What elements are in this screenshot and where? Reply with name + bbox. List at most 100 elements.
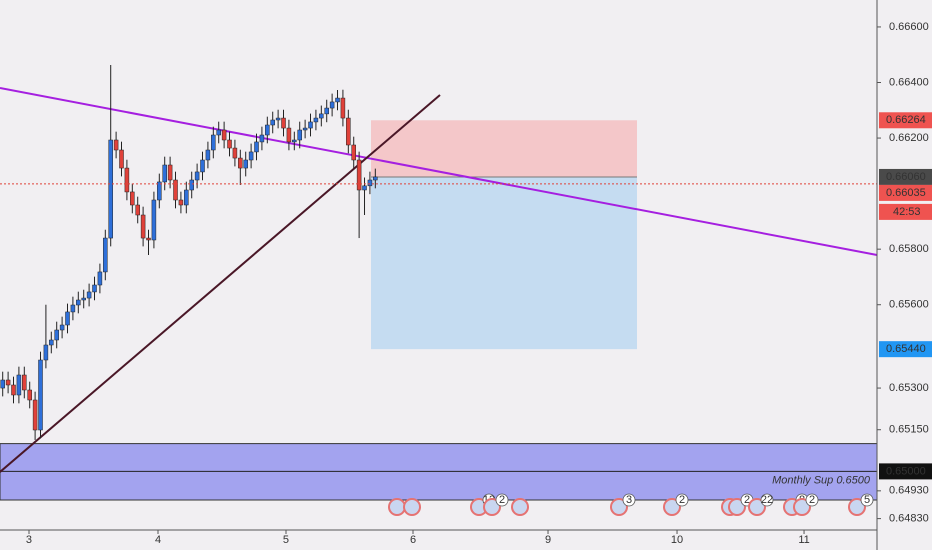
event-badge xyxy=(675,493,689,507)
event-count: 2 xyxy=(679,494,685,506)
event-icon xyxy=(610,498,628,516)
candle-body xyxy=(227,139,232,149)
candle-body xyxy=(362,185,367,191)
candle-body xyxy=(135,204,140,216)
candle-body xyxy=(5,379,11,386)
event-badge xyxy=(805,493,819,507)
y-tick-label: 0.65600 xyxy=(889,299,929,311)
stop-zone xyxy=(371,120,637,177)
trendline xyxy=(0,87,878,256)
candle-body xyxy=(65,311,70,326)
event-icon xyxy=(748,498,766,516)
candle-body xyxy=(243,159,248,169)
candle-body xyxy=(367,179,373,187)
y-tick-label: 0.64830 xyxy=(889,513,929,525)
candle-body xyxy=(92,284,97,293)
candle-body xyxy=(275,117,281,121)
x-tick-label: 5 xyxy=(283,534,289,546)
event-count: 2 xyxy=(744,494,750,506)
candle-body xyxy=(313,117,319,123)
zones: Monthly Sup 0.6500 xyxy=(0,120,878,501)
y-tick-label: 0.65150 xyxy=(889,424,929,436)
candle-body xyxy=(86,291,92,299)
x-tick-label: 3 xyxy=(26,534,32,546)
axes: 0.66600 0.66400 0.66200 0.65800 0.65600 0.653… xyxy=(26,21,932,546)
support-label: Monthly Sup 0.6500 xyxy=(772,474,871,486)
candle-body xyxy=(211,134,216,151)
x-tick-label: 9 xyxy=(545,534,551,546)
candle-body xyxy=(157,181,162,201)
x-tick-label: 11 xyxy=(798,534,809,546)
candle-body xyxy=(173,179,178,201)
price-marker-label: 0.66264 xyxy=(886,114,926,126)
candle-body xyxy=(0,379,5,389)
y-tick-label: 0.65800 xyxy=(889,243,929,255)
candle-body xyxy=(200,159,205,173)
event-count: 2 xyxy=(809,494,815,506)
candle-body xyxy=(373,176,378,181)
candle-body xyxy=(335,97,340,103)
candle-body xyxy=(16,374,22,396)
x-tick-label: 6 xyxy=(410,534,416,546)
candle-body xyxy=(270,119,275,126)
event-count: 22 xyxy=(761,494,773,506)
event-badge xyxy=(622,493,636,507)
candle-body xyxy=(178,199,184,206)
event-badge xyxy=(495,493,509,507)
candle-body xyxy=(356,159,362,191)
candle-body xyxy=(329,101,335,109)
event-icon xyxy=(388,498,406,516)
event-count: 3 xyxy=(626,494,632,506)
candle-body xyxy=(162,164,167,183)
y-tick-label: 0.66200 xyxy=(889,132,929,144)
candle-body xyxy=(265,124,270,136)
event-count: 2 xyxy=(499,494,505,506)
candle-body xyxy=(43,344,49,361)
target-zone xyxy=(371,176,637,350)
price-marker-label: 0.66035 xyxy=(886,187,926,199)
candle-body xyxy=(140,214,146,239)
candle-body xyxy=(232,147,238,159)
candle-body xyxy=(81,297,86,301)
event-icon xyxy=(793,498,811,516)
candle-body xyxy=(130,191,135,206)
price-marker xyxy=(879,112,932,129)
candle-body xyxy=(76,299,81,306)
x-tick-label: 4 xyxy=(155,534,161,546)
event-badge xyxy=(860,493,874,507)
candle-body xyxy=(302,127,308,131)
candle-body xyxy=(216,129,221,136)
candle-body xyxy=(308,121,313,129)
y-tick-label: 0.65300 xyxy=(889,382,929,394)
event-icon xyxy=(728,498,746,516)
candle-body xyxy=(97,271,103,286)
candle-body xyxy=(167,164,173,181)
event-icon xyxy=(483,498,501,516)
candle-body xyxy=(297,129,302,141)
y-tick-label: 0.64930 xyxy=(889,485,929,497)
candle-body xyxy=(259,134,265,143)
candle-body xyxy=(70,304,76,313)
candle-body xyxy=(119,149,124,169)
trendline xyxy=(0,94,441,473)
candle-body xyxy=(32,399,38,431)
price-marker xyxy=(879,184,932,201)
candle-body xyxy=(103,237,108,273)
candle-body xyxy=(221,129,227,141)
candle-body xyxy=(146,237,151,241)
candle-body xyxy=(292,139,297,143)
candle-body xyxy=(108,139,113,239)
countdown-box xyxy=(879,203,932,220)
price-marker-label: 0.65440 xyxy=(886,343,926,355)
candle-body xyxy=(238,157,243,169)
candle-body xyxy=(324,107,329,115)
candle-body xyxy=(281,117,286,129)
event-icon xyxy=(403,498,421,516)
price-marker xyxy=(879,168,932,185)
event-badge xyxy=(760,493,774,507)
candle-body xyxy=(151,199,157,241)
candle-body xyxy=(346,117,351,146)
candle-body xyxy=(49,339,54,346)
candle-body xyxy=(319,113,324,119)
